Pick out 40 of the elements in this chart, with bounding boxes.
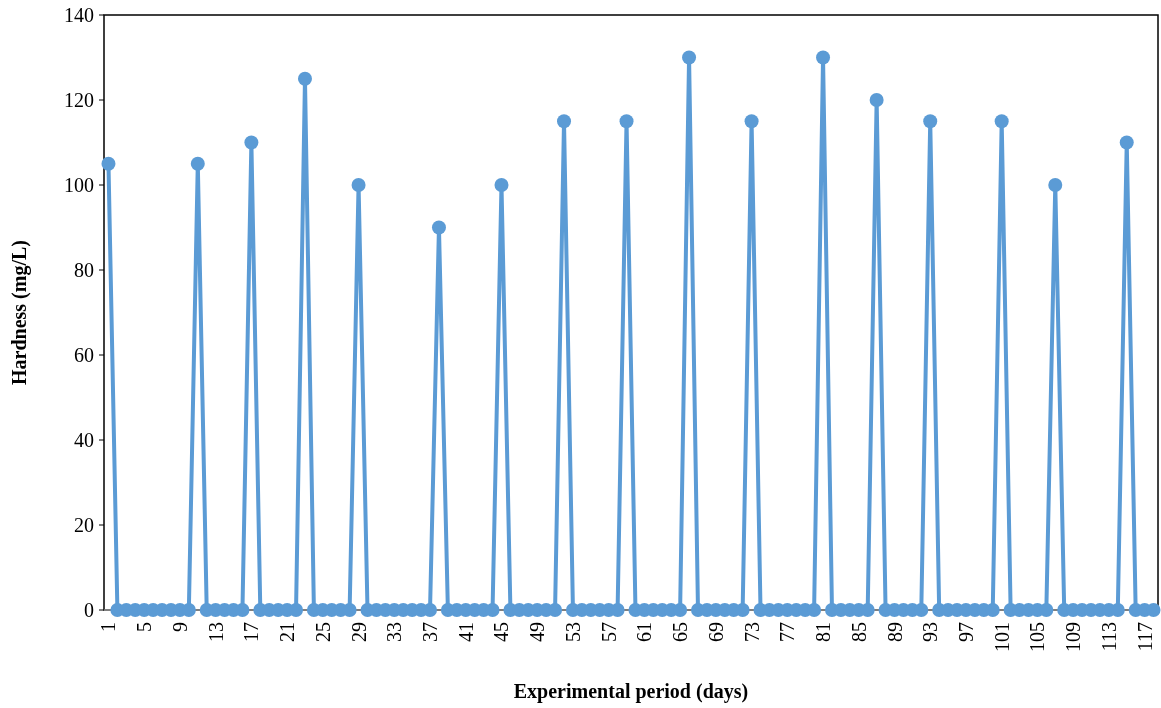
x-tick-label: 5: [133, 622, 156, 632]
y-tick-label: 80: [74, 259, 94, 281]
y-tick-label: 20: [74, 514, 94, 536]
x-tick-label: 93: [919, 622, 942, 642]
x-tick-label: 61: [633, 622, 656, 642]
y-tick-label: 120: [64, 89, 94, 111]
x-tick-label: 49: [526, 622, 549, 642]
x-tick-label: 1: [97, 622, 120, 632]
x-tick-label: 53: [561, 622, 584, 642]
x-tick-label: 85: [847, 622, 870, 642]
y-tick-label: 140: [64, 4, 94, 26]
y-tick-label: 40: [74, 429, 94, 451]
x-tick-label: 25: [311, 622, 334, 642]
x-tick-label: 89: [883, 622, 906, 642]
x-tick-label: 57: [597, 622, 620, 642]
x-tick-label: 101: [990, 622, 1013, 652]
x-tick-label: 65: [669, 622, 692, 642]
y-tick-label: 60: [74, 344, 94, 366]
y-tick-label: 0: [84, 599, 94, 621]
x-tick-label: 117: [1133, 622, 1156, 652]
x-tick-label: 13: [204, 622, 227, 642]
x-tick-label: 105: [1026, 622, 1049, 652]
x-tick-label: 109: [1062, 622, 1085, 652]
x-tick-label: 29: [347, 622, 370, 642]
x-tick-label: 33: [383, 622, 406, 642]
x-tick-label: 69: [704, 622, 727, 642]
y-tick-label: 100: [64, 174, 94, 196]
x-tick-label: 77: [776, 622, 799, 642]
x-tick-label: 41: [454, 622, 477, 642]
x-tick-label: 97: [954, 622, 977, 642]
x-tick-label: 113: [1097, 622, 1120, 652]
x-tick-label: 73: [740, 622, 763, 642]
y-axis-title: Hardness (mg/L): [8, 240, 31, 385]
x-axis-title: Experimental period (days): [513, 680, 749, 703]
x-tick-label: 81: [812, 622, 835, 642]
x-tick-label: 37: [419, 622, 442, 642]
x-tick-label: 9: [168, 622, 191, 632]
x-tick-label: 45: [490, 622, 513, 642]
x-tick-label: 17: [240, 622, 263, 642]
x-tick-label: 21: [276, 622, 299, 642]
